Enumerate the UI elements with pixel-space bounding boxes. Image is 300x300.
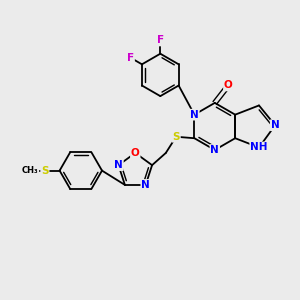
Text: CH₃: CH₃: [22, 166, 38, 175]
Text: N: N: [210, 145, 219, 155]
Text: S: S: [172, 132, 180, 142]
Text: F: F: [127, 53, 134, 63]
Text: F: F: [157, 35, 164, 46]
Text: N: N: [114, 160, 123, 170]
Text: NH: NH: [250, 142, 268, 152]
Text: O: O: [131, 148, 140, 158]
Text: N: N: [271, 120, 280, 130]
Text: N: N: [190, 110, 199, 120]
Text: N: N: [141, 180, 150, 190]
Text: S: S: [41, 166, 49, 176]
Text: O: O: [224, 80, 233, 91]
